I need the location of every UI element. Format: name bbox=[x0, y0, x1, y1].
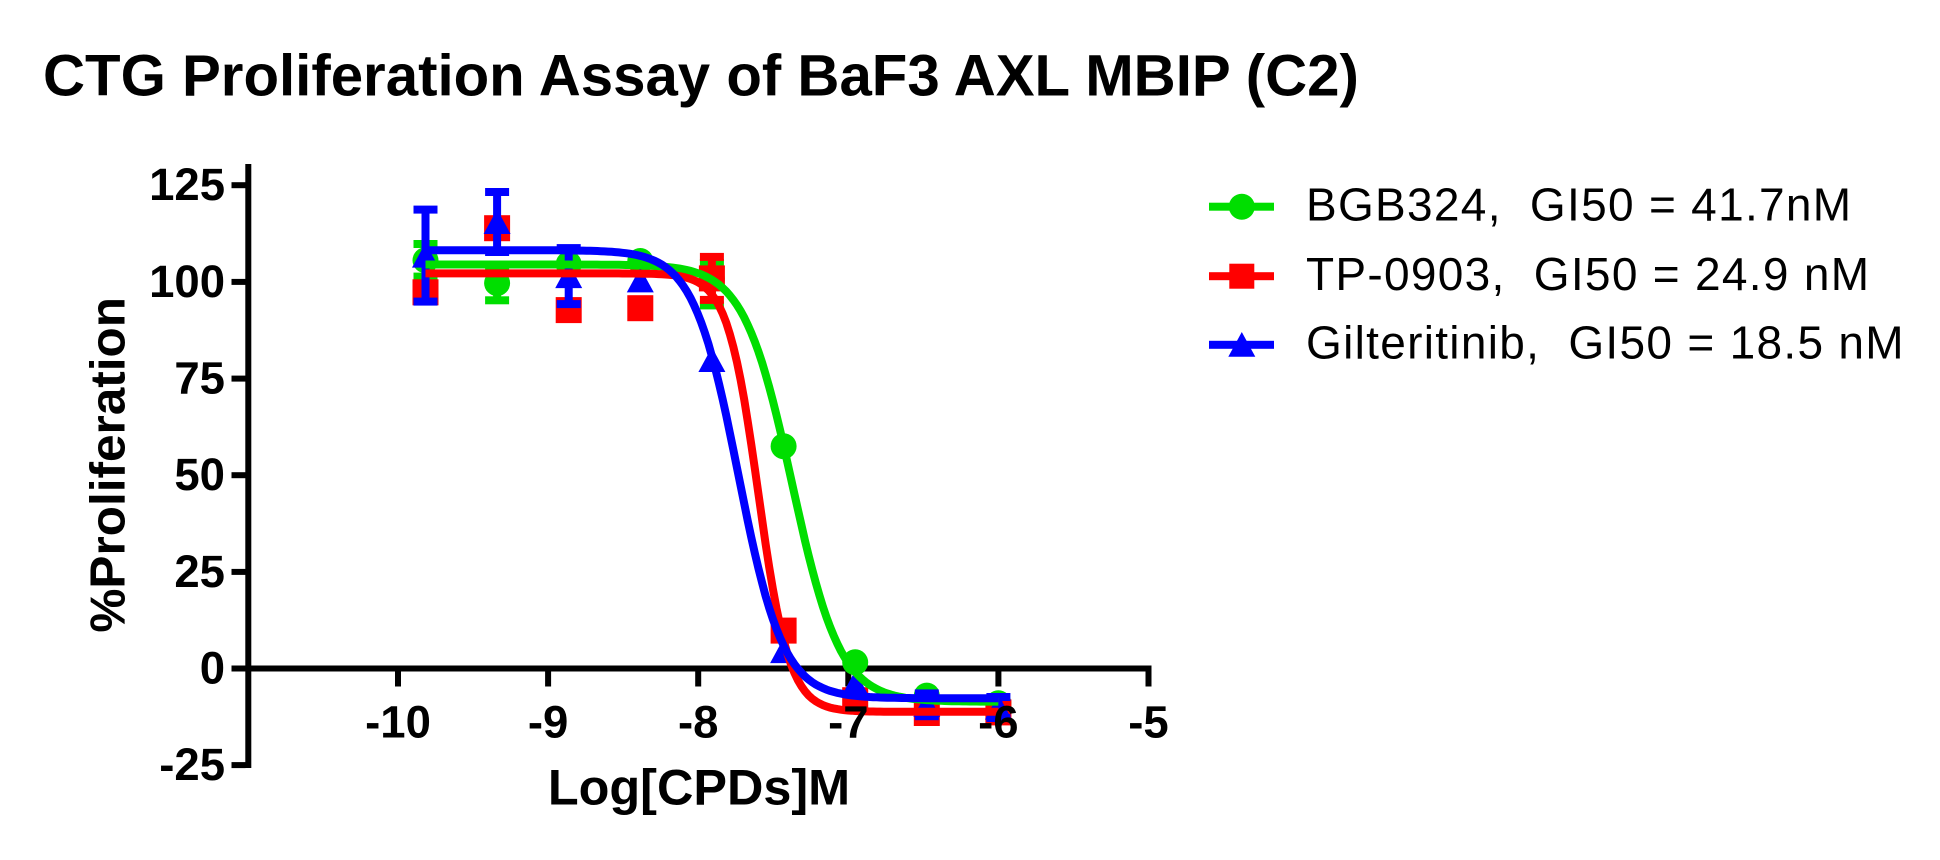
svg-text:CTG Proliferation Assay of BaF: CTG Proliferation Assay of BaF3 AXL MBIP… bbox=[43, 44, 1359, 109]
svg-text:100: 100 bbox=[149, 256, 225, 307]
svg-text:25: 25 bbox=[174, 546, 225, 597]
svg-text:Gilteritinib, GI50 = 18.5 nM: Gilteritinib, GI50 = 18.5 nM bbox=[1306, 317, 1905, 369]
svg-text:%Proliferation: %Proliferation bbox=[81, 297, 136, 633]
svg-text:-5: -5 bbox=[1128, 697, 1168, 748]
svg-text:-9: -9 bbox=[528, 697, 568, 748]
svg-text:0: 0 bbox=[200, 643, 225, 694]
svg-text:50: 50 bbox=[174, 449, 225, 500]
svg-text:-6: -6 bbox=[978, 697, 1018, 748]
svg-text:75: 75 bbox=[174, 353, 225, 404]
svg-text:BGB324, GI50 = 41.7nM: BGB324, GI50 = 41.7nM bbox=[1306, 178, 1852, 230]
svg-text:-8: -8 bbox=[678, 697, 718, 748]
svg-text:-10: -10 bbox=[365, 697, 431, 748]
svg-text:-25: -25 bbox=[159, 739, 225, 790]
svg-text:-7: -7 bbox=[828, 697, 868, 748]
svg-text:TP-0903, GI50 = 24.9 nM: TP-0903, GI50 = 24.9 nM bbox=[1306, 248, 1870, 300]
svg-text:125: 125 bbox=[149, 159, 225, 210]
svg-text:Log[CPDs]M: Log[CPDs]M bbox=[548, 758, 850, 815]
